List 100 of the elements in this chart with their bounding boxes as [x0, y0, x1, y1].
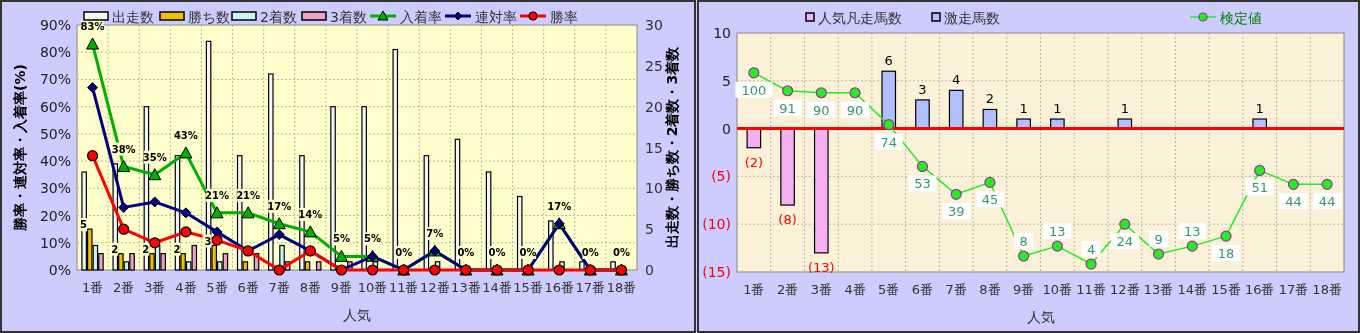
legend-item: 入着率 — [370, 9, 442, 25]
x-tick-label: 16番 — [1244, 282, 1275, 297]
data-label: (2) — [744, 154, 764, 170]
y-tick-label: 20% — [39, 207, 71, 224]
x-tick-label: 14番 — [1177, 282, 1208, 297]
y-tick-label: 40% — [39, 153, 71, 170]
y2-tick-label: 25 — [645, 57, 663, 74]
x-tick-label: 6番 — [911, 282, 934, 297]
x-tick-label: 5番 — [878, 282, 900, 297]
legend-label: 激走馬数 — [944, 10, 1000, 26]
data-label: 51 — [1251, 180, 1268, 196]
legend-label: 連対率 — [475, 9, 517, 25]
legend-label: 入着率 — [400, 9, 442, 25]
data-label: 2 — [985, 91, 995, 107]
data-label: 1 — [1053, 101, 1062, 117]
x-tick-label: 9番 — [1013, 282, 1035, 297]
data-label: 44 — [1318, 194, 1336, 210]
x-tick-label: 14番 — [482, 280, 512, 295]
data-label: 17% — [547, 200, 572, 212]
legend-item: 連対率 — [445, 9, 517, 25]
x-tick-label: 6番 — [237, 280, 259, 295]
data-label: 74 — [880, 134, 898, 150]
data-label: 7% — [426, 227, 444, 239]
data-label: 4 — [952, 72, 961, 88]
x-tick-label: 11番 — [1076, 282, 1106, 297]
y-tick-label: (5) — [711, 168, 731, 185]
x-tick-label: 18番 — [1312, 282, 1342, 297]
legend-item: 激走馬数 — [931, 10, 1000, 26]
data-label: 0% — [519, 247, 537, 258]
x-tick-label: 16番 — [544, 280, 574, 295]
legend-item: 勝ち数 — [159, 9, 230, 25]
data-label: 1 — [1120, 101, 1129, 117]
x-tick-label: 1番 — [81, 280, 104, 295]
y-tick-label: (15) — [702, 264, 731, 280]
data-label: 9 — [1154, 232, 1163, 248]
legend-item: 勝率 — [520, 9, 578, 25]
x-tick-label: 12番 — [1110, 282, 1140, 297]
y-tick-label: 70% — [39, 71, 71, 88]
data-label: 100 — [741, 82, 767, 98]
x-axis-title: 人気 — [343, 307, 371, 323]
data-label: 0% — [457, 247, 475, 258]
data-label: 14% — [298, 208, 323, 220]
x-tick-label: 2番 — [776, 282, 799, 297]
data-label: 13 — [1049, 224, 1066, 240]
data-label: 90 — [846, 102, 864, 118]
data-label: 3 — [918, 81, 927, 97]
x-tick-label: 5番 — [206, 280, 228, 295]
data-label: (8) — [778, 212, 797, 228]
data-label: 44 — [1285, 194, 1302, 210]
legend-label: 3着数 — [330, 9, 367, 25]
data-label: 1 — [1019, 101, 1028, 117]
y-tick-label: 0 — [722, 120, 731, 137]
x-tick-label: 10番 — [1042, 282, 1073, 297]
y-tick-label: 80% — [39, 44, 71, 61]
data-label: 21% — [205, 189, 229, 201]
x-tick-label: 7番 — [945, 282, 967, 297]
x-tick-label: 9番 — [330, 280, 353, 295]
x-tick-label: 8番 — [979, 282, 1001, 297]
x-tick-label: 17番 — [1278, 282, 1309, 297]
x-tick-label: 7番 — [268, 280, 290, 295]
y-axis-title: 勝率・連対率・入着率(%) — [12, 64, 28, 232]
x-tick-label: 15番 — [1211, 282, 1241, 297]
data-label: (13) — [807, 259, 835, 275]
data-label: 0% — [395, 247, 413, 258]
data-label: 24 — [1116, 234, 1134, 250]
x-tick-label: 4番 — [175, 280, 197, 295]
x-tick-label: 8番 — [299, 280, 321, 295]
x-tick-label: 2番 — [113, 280, 135, 295]
y2-tick-label: 15 — [645, 139, 663, 156]
data-label: 2 — [173, 243, 181, 255]
x-tick-label: 12番 — [420, 280, 450, 295]
x-tick-label: 10番 — [357, 280, 388, 295]
data-label: 17% — [267, 200, 292, 212]
x-tick-label: 3番 — [144, 280, 166, 295]
data-label: 39 — [947, 204, 965, 220]
y-tick-label: 50% — [39, 125, 71, 142]
x-tick-label: 4番 — [844, 282, 866, 297]
x-tick-label: 13番 — [451, 280, 481, 295]
data-label: 1 — [1255, 101, 1264, 117]
x-tick-label: 13番 — [1143, 282, 1174, 297]
legend-item: 検定値 — [1189, 10, 1262, 26]
legend-label: 勝率 — [550, 9, 578, 25]
legend-label: 勝ち数 — [188, 9, 230, 25]
data-label: 91 — [779, 100, 796, 116]
data-label: 4 — [1086, 242, 1096, 258]
x-tick-label: 18番 — [606, 280, 637, 295]
y-tick-label: 30% — [39, 180, 71, 197]
data-label: 13 — [1183, 224, 1201, 240]
data-label: 5 — [80, 219, 88, 231]
y-tick-label: 5 — [722, 72, 731, 89]
data-label: 45 — [981, 192, 999, 208]
y-tick-label: 60% — [39, 98, 71, 115]
legend-label: 出走数 — [112, 9, 154, 25]
data-label: 2 — [142, 243, 150, 255]
legend-item: 3着数 — [301, 9, 367, 25]
y-tick-label: 0% — [48, 262, 71, 278]
y-tick-label: 10% — [39, 234, 71, 251]
x-tick-label: 1番 — [743, 282, 765, 297]
legend-item: 人気凡走馬数 — [805, 10, 902, 26]
data-label: 35% — [142, 151, 167, 163]
